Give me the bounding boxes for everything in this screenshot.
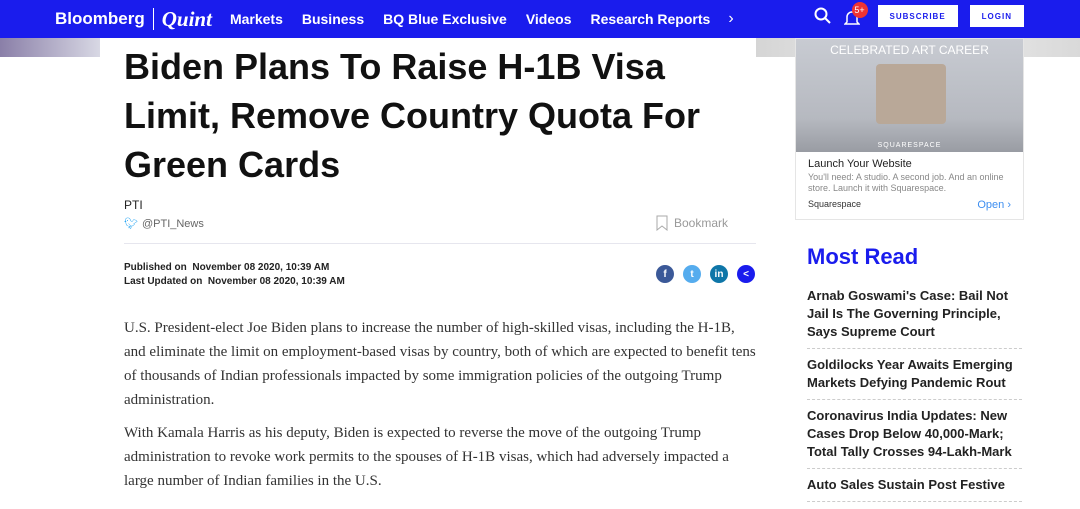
nav-business[interactable]: Business: [301, 11, 365, 27]
article-body: U.S. President-elect Joe Biden plans to …: [124, 316, 759, 502]
nav-research[interactable]: Research Reports: [590, 11, 711, 27]
divider: [124, 243, 756, 244]
twitter-handle[interactable]: @PTI_News: [141, 217, 204, 230]
nav-videos[interactable]: Videos: [525, 11, 572, 27]
ad-open-button[interactable]: Open ›: [977, 199, 1011, 211]
nav-bq-blue[interactable]: BQ Blue Exclusive: [383, 11, 507, 27]
updated-label: Last Updated on: [124, 276, 203, 287]
most-read-heading: Most Read: [807, 244, 919, 269]
logo[interactable]: Bloomberg Quint: [55, 7, 212, 32]
ad-advertiser: Squarespace: [808, 199, 862, 209]
list-item[interactable]: Auto Sales Sustain Post Festive: [807, 476, 1022, 502]
bookmark-label: Bookmark: [674, 216, 729, 230]
subscribe-button[interactable]: SUBSCRIBE: [877, 5, 958, 27]
login-button[interactable]: LOGIN: [969, 5, 1024, 27]
logo-sub: Quint: [161, 6, 212, 31]
bookmark-icon: [656, 215, 668, 231]
paragraph: U.S. President-elect Joe Biden plans to …: [124, 320, 756, 408]
bookmark-button[interactable]: Bookmark: [656, 215, 728, 231]
list-item[interactable]: Goldilocks Year Awaits Emerging Markets …: [807, 356, 1022, 400]
most-read-list: Arnab Goswami's Case: Bail Not Jail Is T…: [807, 287, 1022, 509]
header-image-left: [0, 38, 100, 57]
updated-date: November 08 2020, 10:39 AM: [207, 276, 345, 287]
share-icon[interactable]: <: [737, 265, 755, 283]
notification-badge: 5+: [851, 2, 868, 18]
chevron-right-icon[interactable]: ›: [728, 10, 734, 27]
ad-logo: SQUARESPACE: [877, 142, 942, 149]
advertisement[interactable]: CELEBRATED ART CAREER SQUARESPACE Launch…: [795, 38, 1024, 220]
ad-art: [876, 64, 946, 124]
top-nav: Bloomberg Quint Markets Business BQ Blue …: [0, 0, 1080, 38]
search-icon[interactable]: [814, 7, 832, 25]
ad-headline: CELEBRATED ART CAREER: [830, 43, 989, 57]
twitter-share-icon[interactable]: t: [683, 265, 701, 283]
ad-description: You'll need: A studio. A second job. And…: [808, 172, 1004, 193]
author[interactable]: PTI: [124, 198, 143, 212]
logo-brand: Bloomberg: [55, 9, 145, 28]
ad-title: Launch Your Website: [808, 158, 912, 170]
facebook-share-icon[interactable]: f: [656, 265, 674, 283]
nav-markets[interactable]: Markets: [229, 11, 283, 27]
list-item[interactable]: Arnab Goswami's Case: Bail Not Jail Is T…: [807, 287, 1022, 349]
published-date: November 08 2020, 10:39 AM: [192, 262, 330, 273]
published-label: Published on: [124, 262, 187, 273]
notifications-button[interactable]: 5+: [842, 2, 868, 27]
ad-image: CELEBRATED ART CAREER SQUARESPACE: [796, 39, 1023, 152]
list-item[interactable]: Coronavirus India Updates: New Cases Dro…: [807, 407, 1022, 469]
article-title: Biden Plans To Raise H-1B Visa Limit, Re…: [124, 46, 701, 185]
paragraph: With Kamala Harris as his deputy, Biden …: [124, 425, 729, 489]
twitter-icon: 🐦︎: [124, 218, 138, 230]
linkedin-share-icon[interactable]: in: [710, 265, 728, 283]
